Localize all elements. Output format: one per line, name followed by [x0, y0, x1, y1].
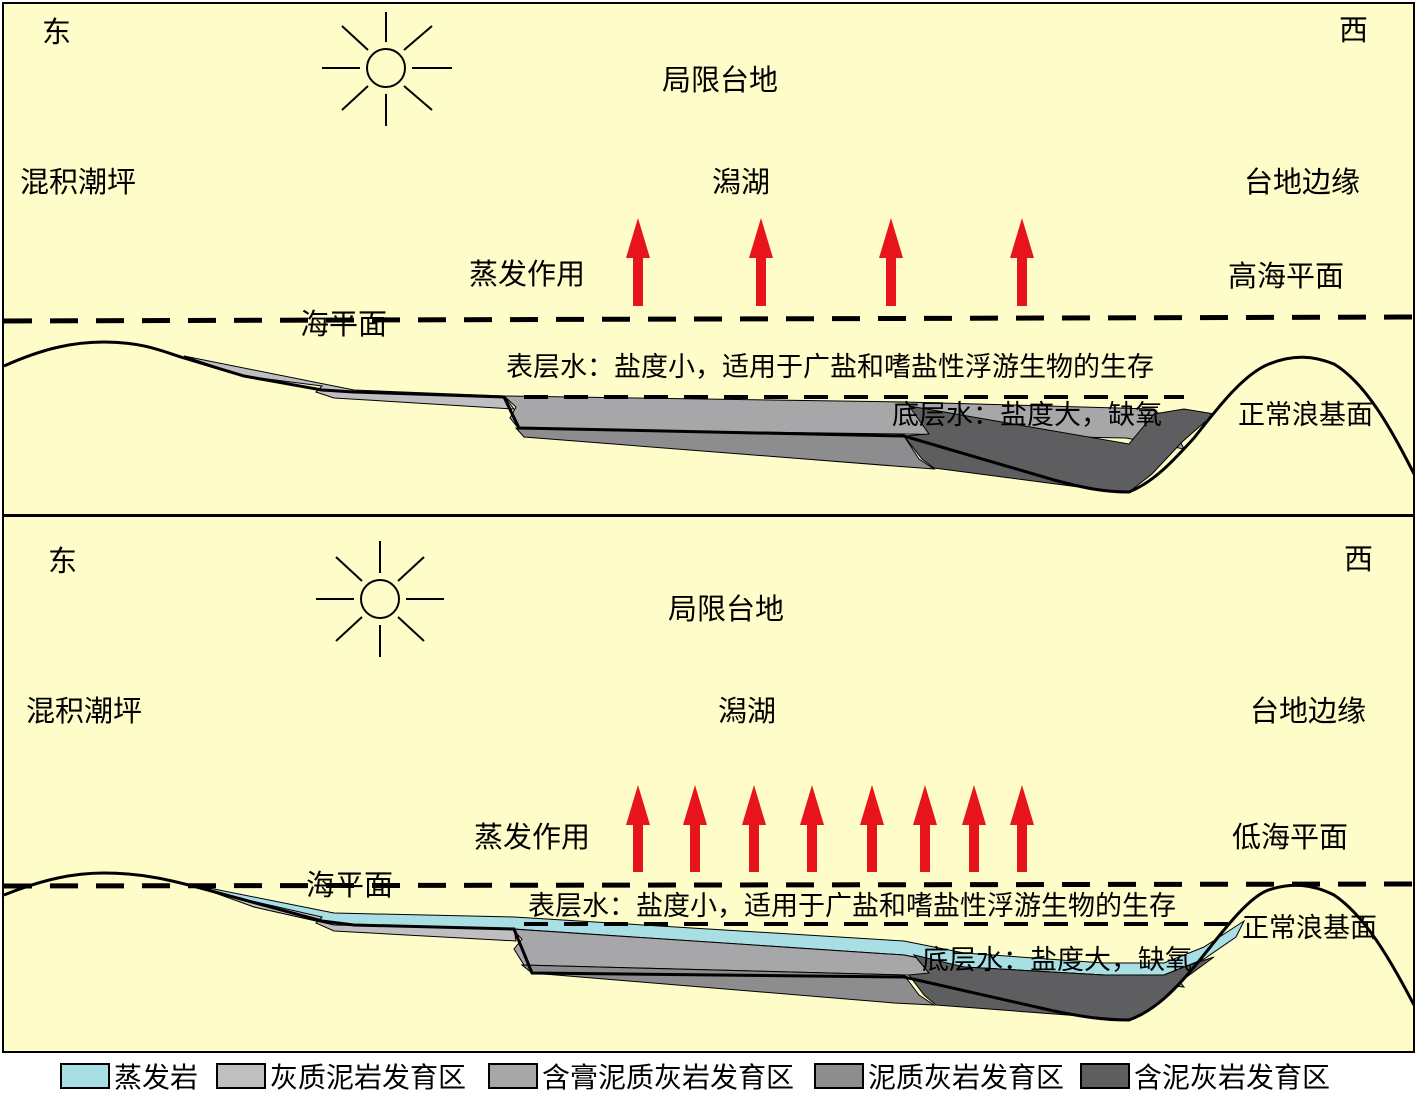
grey-mudstone-zone — [183, 355, 516, 410]
tidal-flat-label: 混积潮坪 — [20, 165, 137, 199]
seabed-outline — [4, 871, 1413, 1022]
sun-icon — [322, 12, 452, 126]
sea-level-line — [4, 314, 1413, 324]
evaporation-arrow — [749, 218, 773, 306]
evaporation-arrow — [879, 218, 903, 306]
evaporation-arrow — [860, 785, 884, 872]
legend-label: 含泥灰岩发育区 — [1134, 1061, 1331, 1094]
evaporation-arrow — [800, 785, 824, 872]
legend-item-muddy-limestone: 含泥灰岩发育区 — [1080, 1060, 1330, 1094]
sea-level-state-label: 低海平面 — [1232, 820, 1349, 854]
evaporation-arrow — [913, 785, 937, 872]
sea-level-line — [4, 881, 1413, 889]
evaporation-label: 蒸发作用 — [474, 820, 591, 854]
muddy-limestone-zone — [903, 405, 1216, 493]
lagoon-label: 潟湖 — [718, 694, 777, 728]
evaporation-arrow — [1010, 218, 1034, 306]
evaporation-arrow — [962, 785, 986, 872]
legend-label: 含膏泥质灰岩发育区 — [542, 1061, 795, 1094]
legend-item-gypsum-marl: 含膏泥质灰岩发育区 — [488, 1060, 794, 1094]
bottom-cross-section — [4, 541, 1413, 1022]
legend-swatch — [814, 1063, 864, 1089]
sea-level-label: 海平面 — [306, 868, 394, 902]
sun-icon — [316, 541, 444, 657]
east-label: 东 — [48, 544, 78, 578]
legend-label: 蒸发岩 — [114, 1061, 199, 1094]
evaporation-arrow — [626, 218, 650, 306]
legend-swatch — [60, 1063, 110, 1089]
sea-level-label: 海平面 — [300, 307, 388, 341]
east-label: 东 — [42, 15, 72, 49]
evaporation-arrow — [683, 785, 707, 872]
wave-base-label: 正常浪基面 — [1242, 913, 1377, 944]
bottom-water-label: 底层水：盐度大，缺氧 — [892, 400, 1162, 431]
surface-water-label: 表层水：盐度小，适用于广盐和嗜盐性浮游生物的生存 — [506, 352, 1154, 383]
west-label: 西 — [1339, 13, 1369, 47]
evaporation-arrow — [626, 785, 650, 872]
low-sea-level-panel: 东 西 局限台地 混积潮坪 潟湖 台地边缘 蒸发作用 低海平面 海平面 表层水：… — [2, 515, 1415, 1053]
surface-water-label: 表层水：盐度小，适用于广盐和嗜盐性浮游生物的生存 — [528, 891, 1176, 922]
evaporation-arrow — [742, 785, 766, 872]
lagoon-label: 潟湖 — [712, 165, 771, 199]
legend-item-grey-mudstone: 灰质泥岩发育区 — [216, 1060, 466, 1094]
platform-label: 局限台地 — [668, 592, 785, 626]
legend-swatch — [216, 1063, 266, 1089]
legend-swatch — [1080, 1063, 1130, 1089]
legend-label: 泥质灰岩发育区 — [868, 1061, 1065, 1094]
evaporation-arrows — [626, 785, 1034, 872]
platform-margin-label: 台地边缘 — [1244, 165, 1361, 199]
tidal-flat-label: 混积潮坪 — [26, 694, 143, 728]
seabed-outline — [4, 340, 1413, 494]
legend-label: 灰质泥岩发育区 — [270, 1061, 467, 1094]
evaporation-arrows — [626, 218, 1034, 306]
bottom-water-label: 底层水：盐度大，缺氧 — [922, 945, 1192, 976]
legend-item-marl: 泥质灰岩发育区 — [814, 1060, 1064, 1094]
top-cross-section — [4, 12, 1413, 494]
evaporation-label: 蒸发作用 — [469, 257, 586, 291]
legend-swatch — [488, 1063, 538, 1089]
sea-level-state-label: 高海平面 — [1228, 259, 1345, 293]
legend: 蒸发岩 灰质泥岩发育区 含膏泥质灰岩发育区 泥质灰岩发育区 含泥灰岩发育区 — [0, 1056, 1419, 1094]
wave-base-label: 正常浪基面 — [1238, 400, 1373, 431]
legend-item-evaporite: 蒸发岩 — [60, 1060, 198, 1094]
evaporation-arrow — [1010, 785, 1034, 872]
high-sea-level-panel: 东 西 局限台地 混积潮坪 潟湖 台地边缘 蒸发作用 高海平面 海平面 表层水：… — [2, 2, 1415, 516]
west-label: 西 — [1344, 542, 1374, 576]
platform-label: 局限台地 — [662, 63, 779, 97]
platform-margin-label: 台地边缘 — [1250, 694, 1367, 728]
